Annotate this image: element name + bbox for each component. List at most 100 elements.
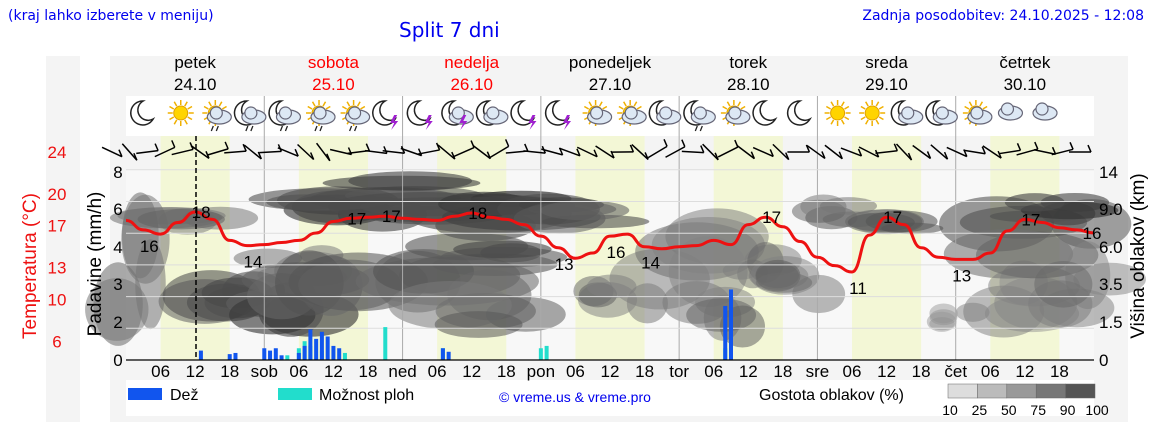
- cloud-patch: [926, 311, 957, 332]
- wind-barb-flag: [576, 148, 581, 157]
- daylight-band: [575, 136, 645, 360]
- sun-ray: [844, 116, 850, 121]
- wind-barb: [121, 143, 138, 161]
- wind-barb-flag: [154, 143, 159, 151]
- wind-barbs: [101, 139, 1092, 162]
- sun-ray: [356, 101, 361, 107]
- sun-ray: [184, 119, 188, 125]
- x-tick-label: 18: [773, 362, 792, 381]
- x-tick-label: 06: [151, 362, 170, 381]
- cloud-puff: [209, 106, 223, 120]
- sun-ray: [602, 105, 608, 110]
- sun-ray: [860, 105, 866, 110]
- sun-ray: [830, 119, 835, 125]
- moon-cloud-icon: [890, 100, 924, 126]
- wind-barb: [963, 149, 986, 155]
- day-name: petek: [174, 53, 216, 72]
- wind-barb-flag: [681, 139, 686, 148]
- day-date: 26.10: [450, 75, 493, 94]
- temperature-label: 14: [244, 253, 263, 272]
- wind-barb-flag: [785, 152, 790, 160]
- temperature-tick-label: 20: [48, 185, 67, 204]
- cloud-puff: [728, 106, 742, 120]
- weather-icon-row: [130, 100, 1058, 132]
- rain-bar: [337, 348, 342, 360]
- moon-cloud-rain-icon: [233, 100, 267, 132]
- cloud-puff: [347, 106, 362, 120]
- showers-bar: [544, 345, 549, 360]
- showers-legend-swatch: [278, 388, 312, 400]
- wind-barb-flag: [629, 144, 635, 153]
- cloud-icon: [1032, 102, 1058, 121]
- cloud-patch: [453, 240, 552, 259]
- rain-bar: [262, 348, 267, 360]
- sun-ray: [865, 101, 869, 107]
- temperature-label: 17: [762, 208, 781, 227]
- precipitation-tick-label: 0: [113, 351, 122, 370]
- wind-barb-flag: [907, 152, 913, 161]
- showers-bar: [383, 327, 388, 360]
- sun-cloud-rain-icon: [202, 100, 232, 132]
- day-name: četrtek: [999, 53, 1051, 72]
- x-tick-label: 18: [497, 362, 516, 381]
- day-date: 27.10: [589, 75, 632, 94]
- sun-ray: [218, 101, 223, 107]
- wind-barb-flag: [926, 151, 932, 159]
- day-name: nedelja: [444, 53, 499, 72]
- wind-barb-flag: [714, 152, 719, 161]
- rain-bar: [233, 352, 238, 360]
- rain-bar: [279, 355, 284, 360]
- cloud-puff: [693, 106, 707, 120]
- rain-drop: [319, 125, 323, 132]
- wind-barb-flag: [644, 152, 649, 160]
- temperature-label: 17: [347, 209, 366, 228]
- sun-ray: [187, 116, 193, 121]
- chart-axes: 06 12 18 sob 06 12 18 ned 06 12 18 pon 06 12 18 tor 06 12…: [48, 143, 1123, 381]
- cloud-patch: [540, 200, 630, 221]
- showers-bar: [285, 355, 290, 360]
- cloud-patch: [1004, 193, 1065, 212]
- day-date: 25.10: [312, 75, 355, 94]
- sun-ray: [964, 105, 970, 110]
- wind-barb: [858, 146, 879, 158]
- x-tick-label: 12: [324, 362, 343, 381]
- wind-barb: [595, 145, 615, 159]
- wind-barb-flag: [943, 151, 949, 160]
- cloud-patch: [943, 228, 1074, 279]
- sun-ray: [173, 101, 178, 107]
- rain-bar: [198, 350, 203, 360]
- moon-cloud-rain-icon: [683, 100, 716, 132]
- wind-barb-flag: [769, 149, 774, 157]
- cloud-height-axis-title: Višina oblakov (km): [1128, 173, 1149, 338]
- cloud-patch: [322, 175, 481, 191]
- precipitation-tick-label: 4: [113, 238, 122, 257]
- rain-drop: [348, 125, 353, 132]
- wind-barb-flag: [1051, 146, 1057, 155]
- temperature-label: 13: [555, 255, 574, 274]
- x-tick-label: 12: [739, 362, 758, 381]
- cloud-patch: [881, 222, 944, 235]
- rain-bar: [729, 289, 733, 360]
- sun-ray: [840, 119, 845, 125]
- rain-bar: [446, 351, 451, 360]
- lightning-bolt: [390, 115, 399, 130]
- sun-ray: [341, 105, 348, 110]
- wind-barb: [541, 148, 563, 156]
- moon-icon: [130, 100, 156, 126]
- x-tick-label: 06: [428, 362, 447, 381]
- x-tick-label: tor: [669, 362, 689, 381]
- sun-ray: [878, 105, 884, 110]
- wind-barb: [224, 150, 247, 154]
- sun-icon: [167, 100, 194, 126]
- cloud-height-tick-label: 0: [1099, 351, 1108, 370]
- sun-ray: [169, 105, 175, 110]
- x-tick-label: 12: [601, 362, 620, 381]
- last-updated: Zadnja posodobitev: 24.10.2025 - 12:08: [862, 8, 1144, 24]
- wind-barb: [912, 144, 931, 160]
- wind-barb-flag: [417, 148, 423, 156]
- wind-barb: [154, 146, 176, 158]
- wind-barb-flag: [294, 148, 299, 157]
- wind-barb-flag: [593, 149, 598, 158]
- sun-ray: [184, 101, 188, 107]
- moon-icon: [786, 100, 813, 126]
